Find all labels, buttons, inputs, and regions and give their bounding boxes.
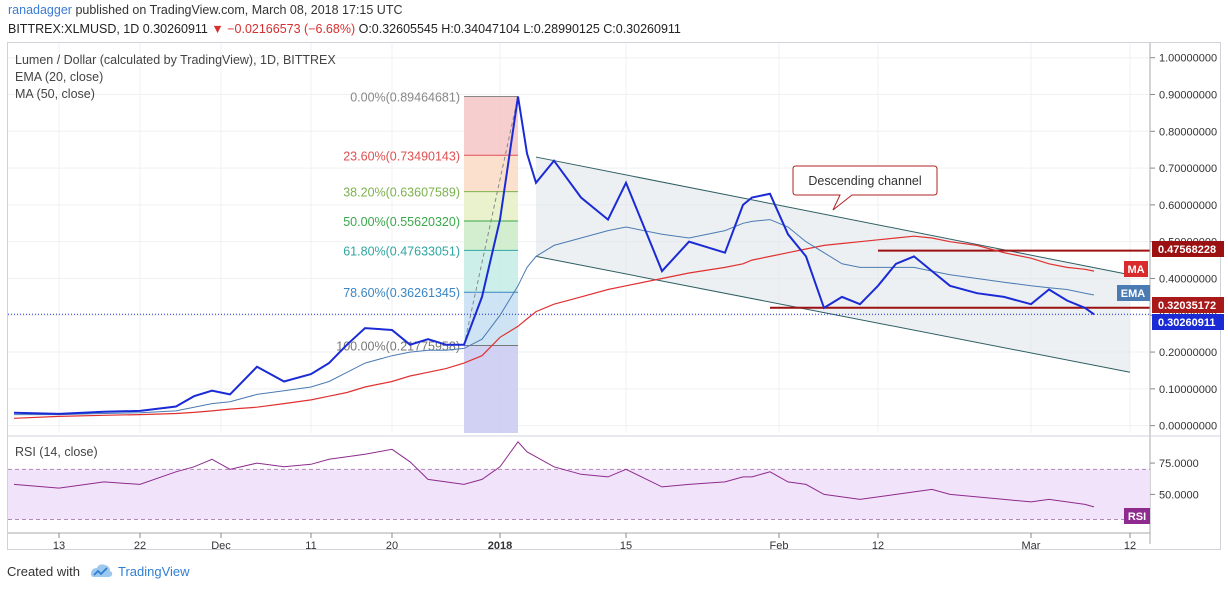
author-link[interactable]: ranadagger xyxy=(8,3,72,17)
footer: Created with TradingView xyxy=(0,556,1228,589)
ma-legend[interactable]: MA (50, close) xyxy=(15,87,95,101)
time-tick-label: Feb xyxy=(770,540,789,552)
last-price-tag-bg xyxy=(1152,314,1224,330)
fib-level-label: 100.00%(0.21775958) xyxy=(336,340,460,354)
fib-zone xyxy=(464,221,518,251)
ma-price-tag: 0.47568228 xyxy=(1158,244,1216,256)
fib-zone xyxy=(464,191,518,222)
published-text: published on TradingView.com, March 08, … xyxy=(75,3,403,17)
time-tick-label: 12 xyxy=(872,540,884,552)
price-tick-label: 0.80000000 xyxy=(1159,126,1217,138)
rsi-band xyxy=(8,469,1150,520)
price-tick-label: 1.00000000 xyxy=(1159,53,1217,65)
rsi-tag-bg xyxy=(1124,508,1150,524)
price-tick-label: 0.60000000 xyxy=(1159,200,1217,212)
time-tick-label: 2018 xyxy=(488,540,512,552)
publication-line: ranadagger published on TradingView.com,… xyxy=(8,3,402,17)
fib-level-label: 0.00%(0.89464681) xyxy=(350,90,460,104)
price-series xyxy=(13,96,1095,419)
time-tick-label: 12 xyxy=(1124,540,1136,552)
chart-frame[interactable] xyxy=(7,42,1221,550)
ma-series-tag-bg xyxy=(1124,261,1148,277)
level-price-tag-bg xyxy=(1152,297,1224,313)
time-tick-label: 11 xyxy=(305,540,316,552)
chart-header: ranadagger published on TradingView.com,… xyxy=(0,0,1228,42)
rsi-line xyxy=(13,441,1095,508)
rsi-title: RSI (14, close) xyxy=(15,445,98,459)
time-tick-label: 13 xyxy=(53,540,65,552)
price-tick-label: 0.20000000 xyxy=(1159,347,1217,359)
ema-line xyxy=(14,219,1095,416)
last-price-tag: 0.30260911 xyxy=(1158,317,1216,329)
tradingview-link[interactable]: TradingView xyxy=(118,564,190,579)
horizontal-levels xyxy=(8,249,1150,315)
tradingview-logo-icon xyxy=(91,564,113,577)
time-tick-label: 15 xyxy=(620,540,632,552)
price-tick-label: 0.00000000 xyxy=(1159,421,1217,433)
level-price-tag: 0.32035172 xyxy=(1158,300,1216,312)
fib-level-label: 61.80%(0.47633051) xyxy=(343,244,460,258)
ma-price-tag-bg xyxy=(1152,241,1224,257)
channel-upper-line xyxy=(535,156,1131,276)
price-line xyxy=(13,96,1095,415)
price-tick-label: 0.90000000 xyxy=(1159,90,1217,102)
time-tick-label: 20 xyxy=(386,540,398,552)
time-tick-label: Dec xyxy=(211,540,231,552)
price-tick-label: 0.10000000 xyxy=(1159,384,1217,396)
last-price: 0.30260911 xyxy=(142,22,208,36)
price-tick-label: 0.70000000 xyxy=(1159,163,1217,175)
chart-legend: Lumen / Dollar (calculated by TradingVie… xyxy=(15,52,336,103)
fib-zone xyxy=(464,292,518,346)
ohlc-values: O:0.32605545 H:0.34047104 L:0.28990125 C… xyxy=(358,22,681,36)
fib-level-label: 78.60%(0.36261345) xyxy=(343,286,460,300)
price-tick-label: 0.40000000 xyxy=(1159,273,1217,285)
rsi-tag: RSI xyxy=(1128,511,1146,523)
chart-title: Lumen / Dollar (calculated by TradingVie… xyxy=(15,53,336,67)
fib-trend-line xyxy=(463,96,519,346)
price-change: ▼ −0.02166573 (−6.68%) xyxy=(211,22,356,36)
price-chart[interactable]: 0.00%(0.89464681) 23.60%(0.73490143) 38.20… xyxy=(0,0,1228,556)
ema-series-tag-bg xyxy=(1117,285,1150,301)
symbol-quote-line: BITTREX:XLMUSD, 1D 0.30260911 ▼ −0.02166… xyxy=(8,22,681,36)
ema-legend[interactable]: EMA (20, close) xyxy=(15,70,104,84)
time-tick-label: Mar xyxy=(1022,540,1041,552)
price-axis: 0.000000000.100000000.200000000.30000000… xyxy=(8,43,1224,544)
time-tick-label: 22 xyxy=(134,540,146,552)
chart-grid xyxy=(8,43,1150,433)
callout-text: Descending channel xyxy=(808,174,921,188)
rsi-pane: 50.0000 75.0000 RSI (14, close) RSI xyxy=(8,441,1199,524)
channel-fill xyxy=(536,157,1130,373)
created-with-text: Created with xyxy=(7,564,80,579)
callout-box xyxy=(792,165,938,211)
fib-zone xyxy=(464,96,518,156)
fib-zone xyxy=(464,345,518,433)
ema-series-tag: EMA xyxy=(1121,288,1146,300)
fib-level-label: 50.00%(0.55620320) xyxy=(343,215,460,229)
ma-line xyxy=(13,235,1095,419)
fib-level-label: 38.20%(0.63607589) xyxy=(343,186,460,200)
fib-level-label: 23.60%(0.73490143) xyxy=(343,149,460,163)
time-axis: 13 22 Dec 11 20 2018 15 Feb 12 Mar 12 xyxy=(8,532,1150,552)
ma-series-tag: MA xyxy=(1127,264,1144,276)
rsi-tick-label: 75.0000 xyxy=(1159,458,1199,470)
fib-zone xyxy=(464,155,518,192)
rsi-tick-label: 50.0000 xyxy=(1159,489,1199,501)
annotation-callout: Descending channel xyxy=(792,165,938,211)
symbol-label: BITTREX:XLMUSD, 1D xyxy=(8,22,140,36)
